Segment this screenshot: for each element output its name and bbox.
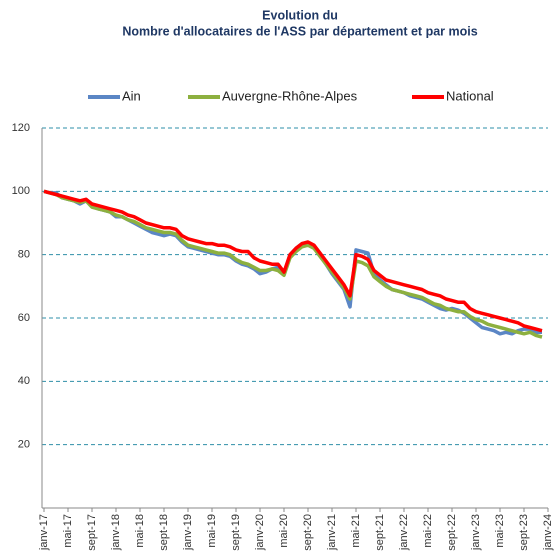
legend-label: National	[446, 88, 494, 103]
x-tick-label: sept-19	[230, 514, 242, 551]
x-tick-label: sept-22	[446, 514, 458, 551]
legend-label: Auvergne-Rhône-Alpes	[222, 88, 358, 103]
x-tick-label: mai-20	[278, 514, 290, 548]
series-line	[43, 189, 543, 339]
legend-label: Ain	[122, 88, 141, 103]
x-tick-label: janv-20	[254, 514, 266, 551]
y-tick-label: 120	[12, 122, 30, 134]
x-tick-label: janv-24	[542, 514, 554, 551]
x-tick-label: sept-17	[86, 514, 98, 551]
y-tick-label: 80	[18, 249, 30, 261]
x-tick-label: janv-21	[326, 514, 338, 551]
x-tick-label: sept-21	[374, 514, 386, 551]
y-tick-label: 40	[18, 375, 30, 387]
series-line	[43, 189, 543, 333]
chart-subtitle: Nombre d'allocataires de l'ASS par dépar…	[122, 24, 477, 38]
y-tick-label: 60	[18, 312, 30, 324]
y-tick-label: 100	[12, 185, 30, 197]
x-tick-label: janv-22	[398, 514, 410, 551]
x-tick-label: mai-19	[206, 514, 218, 548]
x-tick-label: janv-17	[38, 514, 50, 551]
x-tick-label: mai-23	[494, 514, 506, 548]
x-tick-label: mai-17	[62, 514, 74, 548]
x-tick-label: mai-21	[350, 514, 362, 548]
x-tick-label: janv-19	[182, 514, 194, 551]
x-tick-label: sept-23	[518, 514, 530, 551]
x-tick-label: janv-23	[470, 514, 482, 551]
x-tick-label: sept-20	[302, 514, 314, 551]
x-tick-label: janv-18	[110, 514, 122, 551]
x-tick-label: mai-18	[134, 514, 146, 548]
x-tick-label: mai-22	[422, 514, 434, 548]
x-tick-label: sept-18	[158, 514, 170, 551]
chart-title: Evolution du	[262, 8, 338, 22]
y-tick-label: 20	[18, 439, 30, 451]
